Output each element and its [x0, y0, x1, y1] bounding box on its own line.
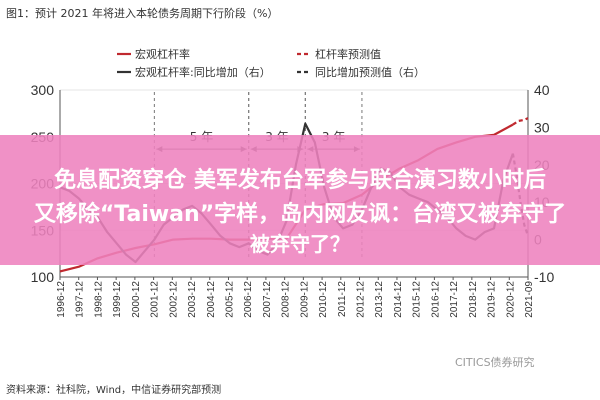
x-tick-label: 2015-12: [412, 281, 423, 318]
y-right-tick-label: 40: [534, 82, 550, 98]
x-tick-label: 2013-12: [374, 281, 385, 318]
x-tick-label: 2014-12: [393, 281, 404, 318]
x-tick-label: 2019-12: [487, 281, 498, 318]
x-tick-label: 2021-09: [524, 281, 535, 318]
source-note: 资料来源：社科院，Wind，中信证券研究部预测: [6, 385, 222, 396]
x-tick-label: 2016-12: [430, 281, 441, 318]
legend-label: 同比增加预测值（右）: [315, 65, 425, 79]
x-tick-label: 2012-12: [356, 281, 367, 318]
x-tick-label: 2009-12: [299, 281, 310, 318]
y-right-tick-label: 30: [534, 119, 550, 135]
x-tick-label: 2005-12: [224, 281, 235, 318]
y-left-tick-label: 300: [31, 82, 55, 98]
headline-line-2[interactable]: 又移除“Taiwan”字样，岛内网友讽：台湾又被弃守了: [33, 202, 567, 227]
legend-label: 宏观杠杆率: [135, 47, 190, 61]
watermark: CITICS债券研究: [455, 356, 535, 369]
x-tick-label: 2004-12: [206, 281, 217, 318]
y-left-tick-label: 100: [31, 269, 55, 285]
x-tick-label: 2000-12: [131, 281, 142, 318]
x-tick-label: 2010-12: [318, 281, 329, 318]
x-tick-label: 2007-12: [262, 281, 273, 318]
x-tick-label: 1998-12: [93, 281, 104, 318]
y-right-tick-label: -10: [534, 269, 554, 285]
x-tick-label: 2011-12: [337, 281, 348, 317]
figure-title: 图1：预计 2021 年将进入本轮债务周期下行阶段（%）: [6, 7, 279, 20]
x-tick-label: 2020-12: [505, 281, 516, 318]
headline-line-1[interactable]: 免息配资穿仓 美军发布台军参与联合演习数小时后: [54, 168, 546, 193]
x-tick-label: 1997-12: [75, 281, 86, 318]
x-tick-label: 2006-12: [243, 281, 254, 318]
x-tick-label: 2003-12: [187, 281, 198, 318]
x-tick-label: 2017-12: [449, 281, 460, 318]
x-tick-label: 2008-12: [281, 281, 292, 318]
legend-label: 杠杆率预测值: [315, 47, 381, 61]
x-tick-label: 2018-12: [468, 281, 479, 318]
x-tick-label: 2001-12: [150, 281, 161, 318]
legend-label: 宏观杠杆率:同比增加（右）: [135, 65, 271, 79]
headline-line-3[interactable]: 被弃守了？: [250, 232, 350, 256]
headline-overlay[interactable]: [0, 135, 600, 265]
x-tick-label: 1999-12: [112, 281, 123, 318]
series-line: [512, 117, 529, 126]
x-tick-label: 1996-12: [56, 281, 67, 318]
x-tick-label: 2002-12: [168, 281, 179, 318]
